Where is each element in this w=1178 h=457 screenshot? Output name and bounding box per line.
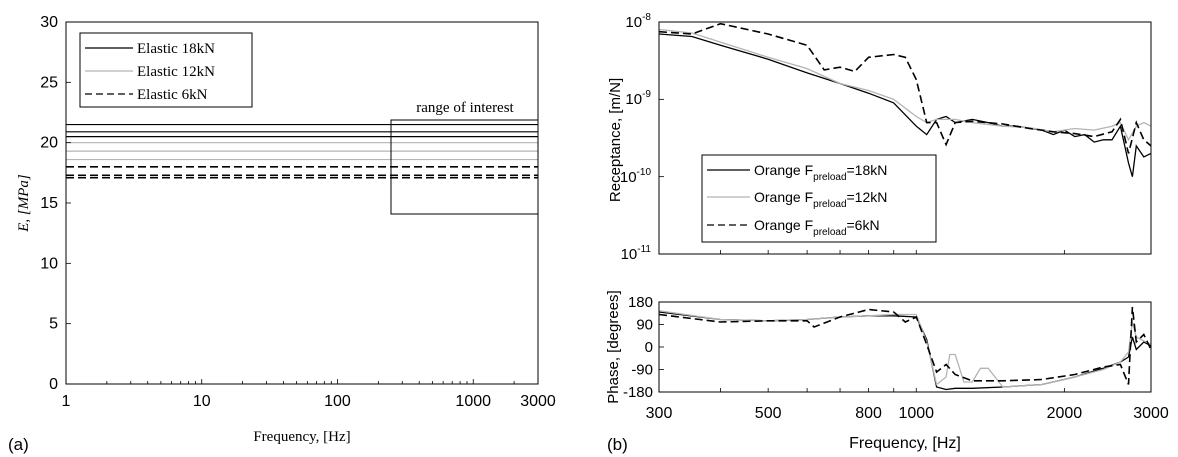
chart-a-legend: Elastic 18kN Elastic 12kN Elastic 6kN bbox=[79, 32, 253, 108]
x-tick-label: 10 bbox=[193, 393, 211, 410]
legend-label-elastic-12kn: Elastic 12kN bbox=[137, 64, 215, 80]
y-tick-label: 25 bbox=[40, 74, 58, 91]
panel-b-label: (b) bbox=[607, 435, 628, 454]
phase-y-tick-label: 0 bbox=[645, 339, 653, 356]
chart-a-x-tick-labels: 1 10 100 1000 3000 bbox=[62, 393, 556, 410]
ytick-label-1e-9: 10-9 bbox=[625, 89, 651, 108]
y-tick-label: 20 bbox=[40, 135, 58, 152]
y-tick-label: 10 bbox=[40, 255, 58, 272]
chart-a-y-tick-labels: 0 5 10 15 20 25 30 bbox=[40, 14, 58, 393]
y-tick-label: 15 bbox=[40, 195, 58, 212]
phase-line-orange fpreload=12kn bbox=[659, 310, 1151, 388]
phase-x-tick-label: 3000 bbox=[1133, 405, 1169, 422]
phase-y-tick-label: 180 bbox=[628, 294, 653, 311]
ytick-label-1e-11: 10-11 bbox=[621, 244, 652, 263]
chart-a-ticks bbox=[65, 21, 539, 385]
series-line-orange fpreload=12kn bbox=[659, 28, 1151, 142]
legend-label-18kn: Orange Fpreload=18kN bbox=[754, 162, 887, 183]
chart-c-axes-box bbox=[658, 301, 1152, 393]
phase-x-tick-label: 1000 bbox=[898, 405, 934, 422]
phase-x-tick-label: 300 bbox=[646, 405, 673, 422]
chart-b-legend: Orange Fpreload=18kN Orange Fpreload=12k… bbox=[701, 154, 937, 243]
phase-y-tick-label: -180 bbox=[623, 384, 653, 401]
y-tick-label: 0 bbox=[49, 376, 58, 393]
chart-c-x-tick-labels: 300 500 800 1000 2000 3000 bbox=[646, 405, 1169, 422]
y-tick-label: 30 bbox=[40, 14, 58, 31]
chart-c-ticks bbox=[658, 301, 1152, 393]
ytick-label-1e-10: 10-10 bbox=[620, 167, 652, 186]
legend-label-6kn: Orange Fpreload=6kN bbox=[754, 217, 880, 238]
x-tick-label: 100 bbox=[324, 393, 351, 410]
chart-a-series-group bbox=[66, 123, 538, 179]
chart-b-y-axis-label: Receptance, [m/N] bbox=[607, 78, 624, 202]
chart-b-receptance: 10-8 10-9 10-10 10-11 Receptance, [m/N] … bbox=[607, 12, 1152, 454]
legend-label-elastic-18kn: Elastic 18kN bbox=[137, 41, 215, 57]
chart-b-ticks bbox=[658, 21, 1152, 255]
chart-a-legend-box bbox=[79, 32, 253, 108]
chart-b-phase: 180 90 0 -90 -180 300 500 800 1000 2000 3000 Phas… bbox=[605, 290, 1169, 452]
ytick-label-1e-8: 10-8 bbox=[625, 12, 651, 31]
phase-y-tick-label: 90 bbox=[636, 317, 653, 334]
chart-c-x-axis-label: Frequency, [Hz] bbox=[849, 435, 961, 452]
phase-x-tick-label: 800 bbox=[855, 405, 882, 422]
chart-a-y-axis-label: E, [MPa] bbox=[16, 174, 32, 233]
phase-x-tick-label: 500 bbox=[755, 405, 782, 422]
phase-x-tick-label: 2000 bbox=[1047, 405, 1083, 422]
legend-label-elastic-6kn: Elastic 6kN bbox=[137, 87, 208, 103]
x-tick-label: 1 bbox=[62, 393, 71, 410]
phase-y-tick-label: -90 bbox=[631, 362, 653, 379]
chart-c-series-group bbox=[659, 306, 1151, 391]
phase-line-orange fpreload=6kn bbox=[659, 306, 1151, 385]
chart-b-axes-box bbox=[658, 21, 1152, 255]
legend-label-12kn: Orange Fpreload=12kN bbox=[754, 189, 887, 210]
chart-c-y-axis-label: Phase, [degrees] bbox=[605, 290, 622, 403]
panel-a-label: (a) bbox=[8, 435, 29, 454]
chart-a-x-axis-label: Frequency, [Hz] bbox=[253, 429, 350, 445]
x-tick-label: 3000 bbox=[520, 393, 556, 410]
series-line-orange fpreload=6kn bbox=[659, 22, 1151, 154]
phase-line-orange fpreload=18kn bbox=[659, 311, 1151, 391]
chart-b-y-tick-labels: 10-8 10-9 10-10 10-11 bbox=[620, 12, 652, 263]
chart-a: range of interest 1 10 100 1000 3000 0 5 10 15 2… bbox=[8, 14, 556, 454]
chart-b-series-group bbox=[659, 22, 1151, 177]
y-tick-label: 5 bbox=[49, 316, 58, 333]
x-tick-label: 1000 bbox=[455, 393, 491, 410]
range-of-interest-label: range of interest bbox=[416, 100, 514, 116]
chart-c-y-tick-labels: 180 90 0 -90 -180 bbox=[623, 294, 653, 401]
